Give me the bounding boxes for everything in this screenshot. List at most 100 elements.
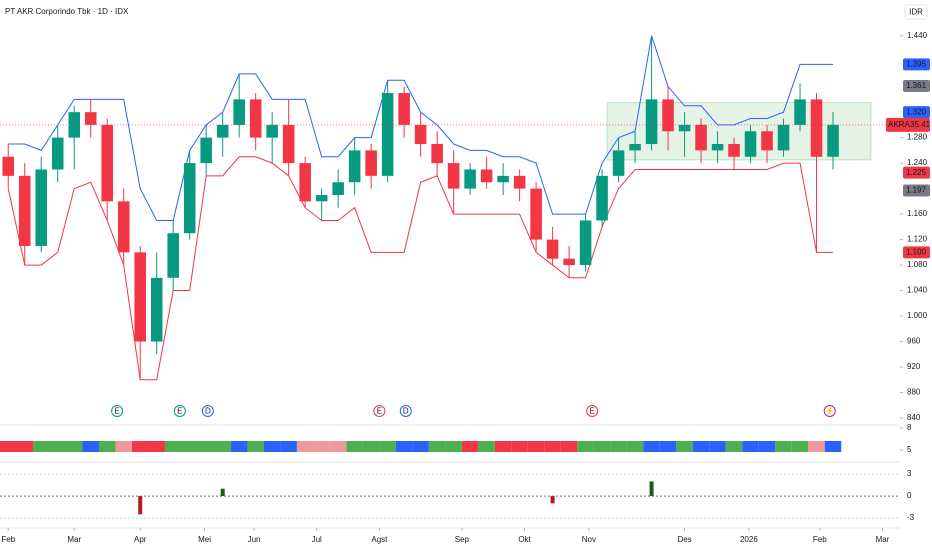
event-label: E bbox=[177, 407, 182, 416]
y-tick-label: 1.440 bbox=[907, 31, 928, 40]
candle-body bbox=[695, 124, 707, 151]
state-block bbox=[395, 441, 413, 452]
state-block bbox=[676, 441, 693, 452]
state-block bbox=[214, 441, 231, 452]
candle-body bbox=[711, 144, 724, 151]
state-block bbox=[808, 441, 825, 452]
candle-body bbox=[18, 175, 31, 246]
state-block bbox=[659, 441, 677, 452]
x-tick-label: Mei bbox=[198, 535, 211, 544]
state-block bbox=[16, 441, 33, 452]
candle-body bbox=[35, 169, 48, 246]
state-block bbox=[181, 441, 198, 452]
symbol-label-box bbox=[886, 117, 930, 132]
chart-title: PT AKR Corporindo Tbk · 1D · IDX bbox=[5, 7, 129, 16]
candle-body bbox=[398, 93, 410, 125]
candle-body bbox=[794, 99, 806, 125]
x-tick-label: Jul bbox=[312, 535, 322, 544]
state-block bbox=[49, 441, 66, 452]
state-block bbox=[379, 441, 396, 452]
candle-body bbox=[233, 99, 245, 125]
state-block bbox=[593, 441, 611, 452]
candle-body bbox=[629, 144, 641, 151]
candle-body bbox=[827, 124, 839, 157]
y-tick-label: 1.120 bbox=[907, 235, 928, 244]
state-block bbox=[610, 441, 627, 452]
x-tick-label: Mar bbox=[876, 535, 890, 544]
y-tick-label: 1.080 bbox=[907, 260, 928, 269]
candle-body bbox=[596, 175, 608, 221]
state-block bbox=[791, 441, 809, 452]
state-block bbox=[560, 441, 578, 452]
candle-body bbox=[464, 169, 476, 189]
state-block bbox=[115, 441, 132, 452]
x-tick-label: Des bbox=[677, 535, 691, 544]
state-block bbox=[461, 441, 479, 452]
candle-body bbox=[167, 233, 179, 278]
x-tick-label: Feb bbox=[1, 535, 15, 544]
y-tick-label: 1.160 bbox=[907, 209, 928, 218]
countdown: 35:41 bbox=[910, 120, 931, 129]
candle-body bbox=[249, 99, 262, 138]
candle-body bbox=[183, 163, 196, 234]
state-block bbox=[131, 441, 149, 452]
x-tick-label: Okt bbox=[518, 535, 531, 544]
x-tick-label: 2026 bbox=[740, 535, 758, 544]
state-block bbox=[643, 441, 660, 452]
event-marker bbox=[399, 405, 412, 417]
state-block bbox=[709, 441, 726, 452]
x-tick-label: Feb bbox=[813, 535, 827, 544]
event-marker bbox=[111, 405, 124, 417]
candle-body bbox=[216, 124, 229, 138]
candle-body bbox=[563, 258, 575, 266]
candle-body bbox=[51, 137, 64, 170]
price-label-box bbox=[903, 246, 930, 259]
price-label-box bbox=[903, 166, 930, 179]
state-block bbox=[329, 441, 347, 452]
state-block bbox=[0, 441, 17, 452]
state-block bbox=[98, 441, 116, 452]
event-marker bbox=[373, 405, 386, 417]
candle-body bbox=[150, 277, 163, 342]
state-block bbox=[280, 441, 297, 452]
state-block bbox=[742, 441, 759, 452]
candle-body bbox=[744, 131, 757, 157]
event-marker bbox=[823, 405, 836, 417]
state-block bbox=[65, 441, 83, 452]
event-label: D bbox=[403, 407, 409, 416]
state-block bbox=[263, 441, 281, 452]
state-block bbox=[164, 441, 182, 452]
currency: IDR bbox=[909, 8, 923, 17]
candle-body bbox=[299, 163, 311, 202]
event-marker bbox=[173, 405, 186, 417]
y-tick-label: -3 bbox=[907, 513, 915, 522]
currency-box bbox=[904, 4, 928, 20]
state-block bbox=[824, 441, 842, 452]
event-label: E bbox=[377, 407, 382, 416]
candle-body bbox=[381, 93, 394, 176]
price-label: 1.225 bbox=[906, 168, 927, 177]
symbol-label: AKRA bbox=[888, 120, 910, 129]
candle-body bbox=[117, 201, 130, 253]
candle-body bbox=[200, 137, 212, 164]
state-block bbox=[428, 441, 446, 452]
x-tick-label: Sep bbox=[455, 535, 470, 544]
candle-body bbox=[332, 182, 344, 195]
candle-body bbox=[497, 175, 509, 183]
candle-body bbox=[810, 99, 823, 157]
state-block bbox=[313, 441, 330, 452]
candle-body bbox=[513, 175, 526, 189]
state-block bbox=[148, 441, 165, 452]
price-label: 1.361 bbox=[906, 81, 927, 90]
candle-body bbox=[645, 99, 658, 145]
candle-body bbox=[612, 150, 625, 176]
channel-line bbox=[7, 156, 834, 381]
state-block bbox=[82, 441, 99, 452]
event-label: E bbox=[114, 407, 119, 416]
candle-body bbox=[348, 150, 361, 183]
price-label-box bbox=[903, 58, 930, 71]
state-block bbox=[577, 441, 594, 452]
state-block bbox=[775, 441, 792, 452]
